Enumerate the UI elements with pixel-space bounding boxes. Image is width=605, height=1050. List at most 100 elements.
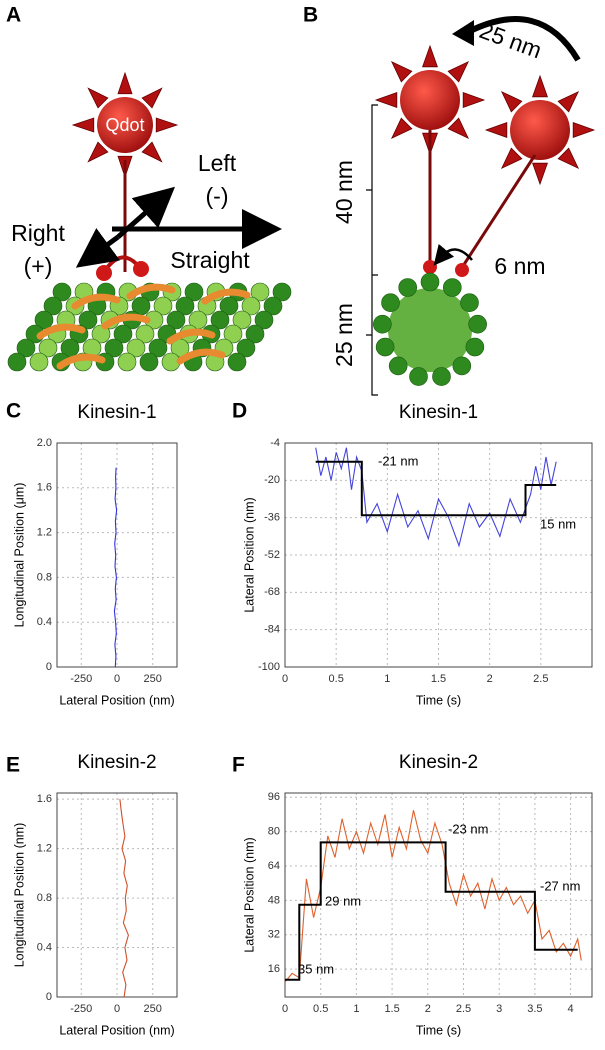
panel-letter: D: [232, 400, 247, 423]
tubulin: [34, 310, 54, 330]
stalk: [461, 154, 537, 267]
tubulin: [250, 282, 270, 302]
tubulin: [263, 296, 283, 316]
plot-frame: [56, 792, 178, 998]
data-line: [119, 799, 129, 998]
y-tick-label: 48: [268, 894, 280, 906]
qdot-ray: [141, 141, 163, 163]
tubulin: [409, 367, 428, 386]
kinesin-motor: [36, 323, 86, 340]
tubulin: [184, 282, 204, 302]
x-tick-label: 0: [282, 1003, 288, 1015]
y-tick-label: -52: [264, 549, 280, 561]
tubulin: [232, 310, 252, 330]
x-tick-label: 250: [144, 1003, 162, 1015]
y-tick-label: 0.4: [37, 616, 52, 628]
panel-letter: B: [303, 4, 318, 27]
x-tick-label: 2.5: [456, 1003, 471, 1015]
qdot-ray: [374, 92, 398, 108]
qdot-ray: [390, 117, 413, 140]
label-diameter: 25 nm: [331, 303, 357, 367]
tubulin: [148, 338, 168, 358]
label-right-sign: (+): [24, 253, 53, 279]
qdot: [510, 100, 570, 160]
tubulin: [175, 296, 195, 316]
tubulin: [113, 324, 133, 344]
tubulin: [139, 352, 159, 372]
tubulin: [7, 352, 27, 372]
qdot-ray: [390, 60, 413, 83]
tubulin: [52, 282, 72, 302]
x-tick-label: 0: [282, 673, 288, 685]
qdot-ray: [87, 87, 109, 109]
kinesin-motor: [201, 288, 251, 305]
tubulin: [126, 338, 146, 358]
y-tick-label: 0: [46, 661, 52, 673]
x-tick-label: 1.5: [431, 673, 446, 685]
data-line: [315, 447, 557, 548]
tubulin: [210, 310, 230, 330]
x-tick-label: 0: [114, 673, 120, 685]
x-tick-label: 2: [487, 673, 493, 685]
y-tick-label: 1.2: [37, 527, 52, 539]
y-axis-label: Lateral Position (nm): [242, 497, 256, 612]
x-tick-label: 4: [568, 1003, 574, 1015]
tubulin: [236, 338, 256, 358]
chart-title: Kinesin-1: [399, 402, 478, 423]
label-height: 40 nm: [331, 160, 357, 224]
y-tick-label: 96: [268, 791, 280, 803]
qdot-ray: [500, 147, 523, 170]
plot-frame: [284, 442, 593, 668]
tubulin: [29, 352, 49, 372]
qdot-ray: [484, 122, 508, 138]
chart-title: Kinesin-2: [77, 752, 156, 773]
y-tick-label: -4: [270, 437, 280, 449]
x-tick-label: -250: [70, 1003, 92, 1015]
x-tick-label: 1.5: [384, 1003, 399, 1015]
tubulin: [373, 314, 392, 334]
qdot-ray: [557, 147, 580, 170]
tubulin: [91, 324, 111, 344]
tubulin: [241, 296, 261, 316]
tubulin: [452, 356, 472, 376]
qdot: [400, 70, 460, 130]
y-tick-label: 0.8: [37, 571, 52, 583]
tubulin: [43, 296, 63, 316]
panel-letter: C: [6, 400, 21, 423]
label-right: Right: [11, 220, 65, 246]
plot-frame: [284, 792, 593, 998]
arrow-right: [75, 228, 120, 268]
kinesin-motor: [176, 348, 226, 365]
bracket: [366, 104, 378, 396]
y-tick-label: 32: [268, 929, 280, 941]
annotation: 29 nm: [325, 893, 361, 908]
qdot-ray: [71, 117, 95, 133]
tubulin: [388, 356, 408, 376]
label-straight: Straight: [170, 247, 250, 273]
plot-frame: [56, 442, 178, 668]
y-axis-label: Longitudinal Position (μm): [12, 483, 26, 628]
tubulin: [78, 310, 98, 330]
x-axis-label: Time (s): [416, 693, 461, 707]
tubulin: [223, 324, 243, 344]
arc-arrow: [466, 16, 581, 62]
label-step: 6 nm: [494, 253, 545, 279]
y-tick-label: -68: [264, 586, 280, 598]
x-tick-label: 1: [353, 1003, 359, 1015]
y-tick-label: 64: [268, 860, 280, 872]
x-tick-label: 0.5: [329, 673, 344, 685]
kinesin-motor: [56, 353, 106, 370]
data-line: [113, 467, 118, 668]
qdot-label: Qdot: [105, 115, 144, 135]
data-line: [285, 841, 578, 981]
y-tick-label: 1.2: [37, 843, 52, 855]
x-tick-label: 3.5: [527, 1003, 542, 1015]
tubulin: [381, 293, 400, 313]
tubulin: [104, 338, 124, 358]
qdot-ray: [87, 141, 109, 163]
y-tick-label: 16: [268, 963, 280, 975]
tubulin: [227, 352, 247, 372]
panel-letter: F: [232, 754, 245, 777]
kinesin-motor: [126, 283, 176, 300]
kinesin-head: [133, 261, 149, 277]
